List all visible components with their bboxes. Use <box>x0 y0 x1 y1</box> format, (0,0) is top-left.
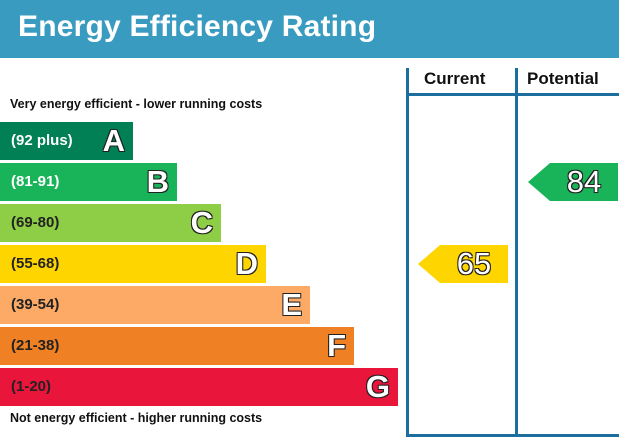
band-range-label: (39-54) <box>11 296 60 313</box>
band-e: (39-54) E <box>0 286 310 324</box>
current-column-right-border <box>515 68 518 437</box>
band-letter: D <box>235 246 258 281</box>
band-range-label: (55-68) <box>11 255 60 272</box>
current-rating-value: 65 <box>456 246 492 281</box>
potential-rating-arrow: 84 <box>528 163 618 201</box>
band-letter: E <box>281 287 302 322</box>
potential-column-header: Potential <box>527 69 599 88</box>
band-range-label: (21-38) <box>11 337 60 354</box>
band-g: (1-20) G <box>0 368 398 406</box>
band-range-label: (1-20) <box>11 378 52 395</box>
band-d: (55-68) D <box>0 245 266 283</box>
current-column-left-border <box>406 68 409 437</box>
band-range-label: (81-91) <box>11 173 60 190</box>
header-bar: Energy Efficiency Rating <box>0 0 619 58</box>
potential-rating-value: 84 <box>566 164 602 199</box>
top-legend: Very energy efficient - lower running co… <box>10 97 263 111</box>
bottom-legend: Not energy efficient - higher running co… <box>10 411 263 425</box>
band-a: (92 plus) A <box>0 122 133 160</box>
column-header-divider <box>406 93 619 96</box>
band-letter: F <box>327 328 346 363</box>
page-title: Energy Efficiency Rating <box>18 10 377 43</box>
band-range-label: (92 plus) <box>11 132 73 149</box>
band-letter: G <box>365 369 390 404</box>
band-b: (81-91) B <box>0 163 177 201</box>
band-c: (69-80) C <box>0 204 221 242</box>
band-letter: B <box>146 164 169 199</box>
band-letter: A <box>102 123 125 158</box>
band-letter: C <box>190 205 213 240</box>
band-f: (21-38) F <box>0 327 354 365</box>
table-bottom-border <box>406 434 619 437</box>
band-range-label: (69-80) <box>11 214 60 231</box>
current-rating-arrow: 65 <box>418 245 508 283</box>
current-column-header: Current <box>424 69 486 88</box>
